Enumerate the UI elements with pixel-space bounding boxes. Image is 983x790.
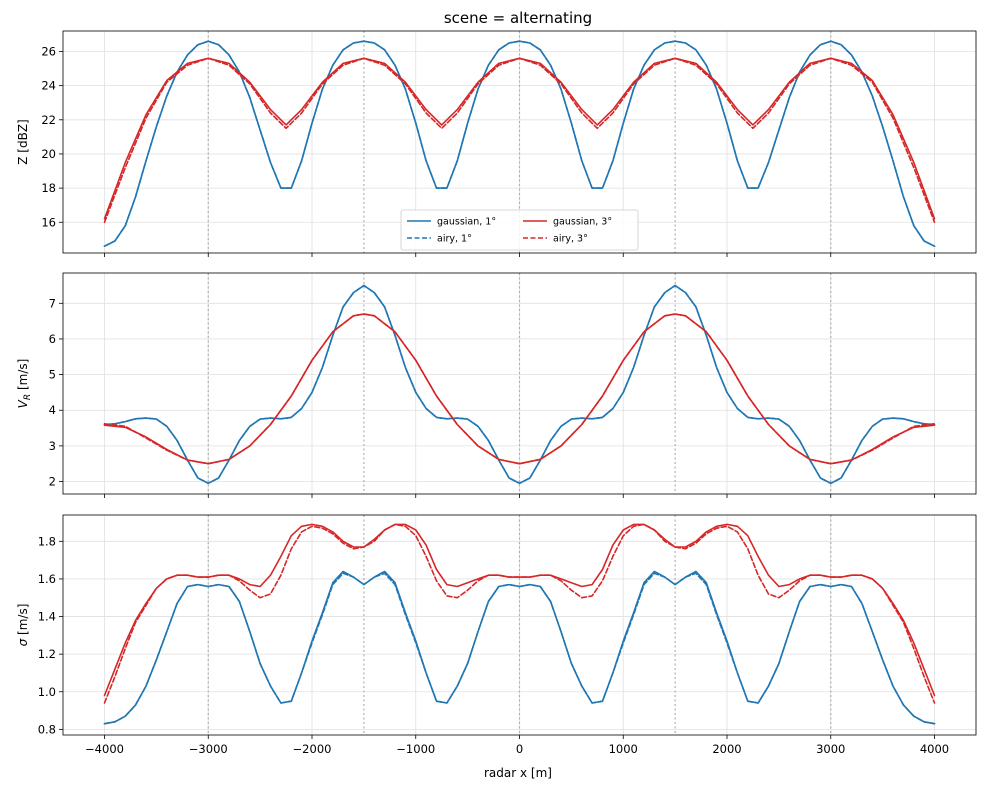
panel-sigma: −4000 −3000 −2000 −1000 0 1000 2000 3000 4000 0.8… [16, 514, 977, 756]
legend-label-gaussian-3: gaussian, 3° [553, 217, 612, 228]
y-tick-label: 2 [49, 475, 56, 489]
series-line-airy-3 [103, 57, 936, 224]
legend: gaussian, 1° airy, 1° gaussian, 3° airy,… [400, 209, 639, 251]
legend-label-airy-1: airy, 1° [437, 234, 472, 245]
x-tick-label: −3000 [189, 742, 228, 756]
series-line-airy-3 [103, 313, 936, 465]
legend-box [400, 209, 639, 251]
y-tick-label: 22 [41, 113, 56, 127]
series-line-airy-1 [103, 284, 936, 485]
x-tick-label: 2000 [712, 742, 741, 756]
legend-label-airy-3: airy, 3° [553, 234, 588, 245]
x-tick-label: 4000 [920, 742, 949, 756]
panel-vr: 2 3 4 5 6 7 VR [m/s] [16, 272, 977, 498]
x-tick-label: −4000 [85, 742, 124, 756]
figure-title: scene = alternating [444, 9, 592, 27]
y-tick-label: 4 [49, 403, 56, 417]
y-tick-label: 3 [49, 439, 56, 453]
y-tick-label: 5 [49, 368, 56, 382]
series-line-airy-1 [103, 40, 936, 247]
series-line-airy-1 [103, 572, 936, 725]
y-tick-label: 16 [41, 215, 56, 229]
y-tick-label: 1.4 [38, 610, 56, 624]
x-tick-label: 1000 [609, 742, 638, 756]
y-tick-label: 1.2 [38, 647, 56, 661]
legend-label-gaussian-1: gaussian, 1° [437, 217, 496, 228]
y-tick-label: 1.6 [38, 572, 56, 586]
y-tick-label: 1.8 [38, 534, 56, 548]
y-tick-label: 1.0 [38, 685, 56, 699]
y-tick-label: 7 [49, 296, 56, 310]
panel-z: 16 18 20 22 24 26 Z [dBZ] [16, 30, 977, 257]
y-tick-label: 24 [41, 79, 56, 93]
series-line-airy-3 [103, 523, 936, 704]
y-axis-label: Z [dBZ] [16, 119, 30, 164]
y-tick-label: 6 [49, 332, 56, 346]
x-tick-label: 0 [516, 742, 523, 756]
y-tick-label: 26 [41, 44, 56, 58]
y-axis-label: σ [m/s] [16, 604, 30, 647]
y-tick-label: 20 [41, 147, 56, 161]
y-axis-label: VR [m/s] [16, 359, 33, 409]
y-tick-label: 18 [41, 181, 56, 195]
x-tick-label: 3000 [816, 742, 845, 756]
x-tick-label: −2000 [293, 742, 332, 756]
y-tick-label: 0.8 [38, 722, 56, 736]
x-axis-label: radar x [m] [484, 766, 552, 780]
x-tick-label: −1000 [396, 742, 435, 756]
